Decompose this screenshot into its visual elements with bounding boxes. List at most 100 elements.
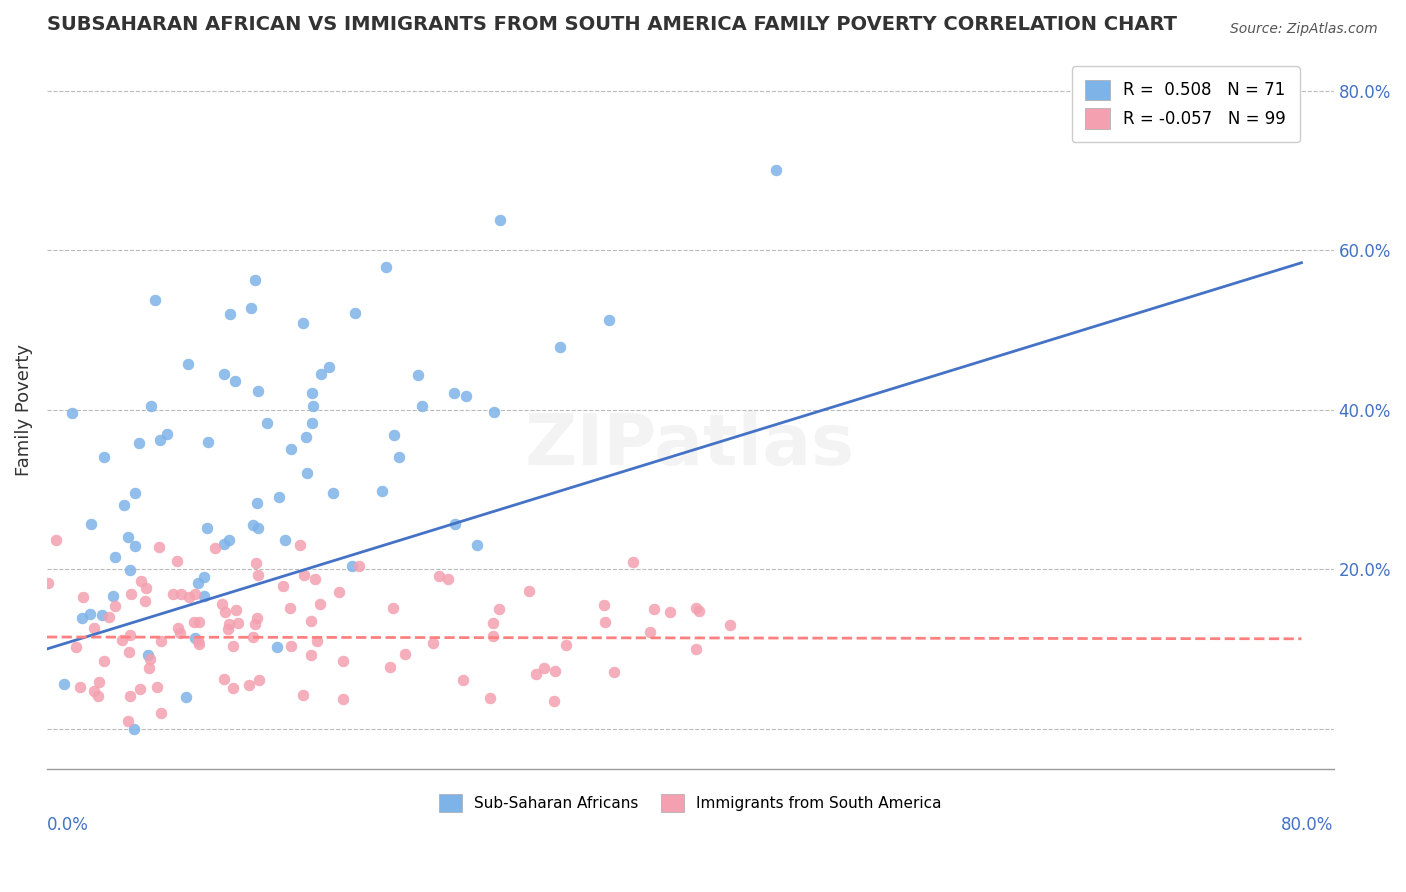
Point bbox=[688, 604, 710, 618]
Point bbox=[643, 602, 665, 616]
Point bbox=[124, 539, 146, 553]
Point bbox=[174, 690, 197, 704]
Point bbox=[218, 616, 240, 631]
Point bbox=[340, 559, 363, 574]
Point bbox=[247, 673, 270, 688]
Point bbox=[685, 601, 707, 615]
Point bbox=[478, 690, 501, 705]
Point bbox=[83, 621, 105, 635]
Point bbox=[256, 416, 278, 430]
Point bbox=[156, 426, 179, 441]
Point bbox=[554, 638, 576, 652]
Point bbox=[301, 386, 323, 401]
Point bbox=[197, 434, 219, 449]
Text: 80.0%: 80.0% bbox=[1281, 816, 1334, 834]
Point bbox=[117, 714, 139, 728]
Point bbox=[124, 486, 146, 500]
Point bbox=[437, 572, 460, 586]
Point bbox=[225, 602, 247, 616]
Point bbox=[69, 680, 91, 694]
Point bbox=[621, 555, 644, 569]
Point bbox=[176, 357, 198, 371]
Text: Source: ZipAtlas.com: Source: ZipAtlas.com bbox=[1230, 22, 1378, 37]
Point bbox=[322, 486, 344, 500]
Point bbox=[118, 628, 141, 642]
Point bbox=[112, 499, 135, 513]
Point bbox=[134, 594, 156, 608]
Point bbox=[193, 589, 215, 603]
Point bbox=[290, 538, 312, 552]
Point bbox=[240, 301, 263, 315]
Point bbox=[603, 665, 626, 679]
Point bbox=[444, 516, 467, 531]
Point bbox=[242, 517, 264, 532]
Point bbox=[427, 569, 450, 583]
Point bbox=[328, 584, 350, 599]
Point bbox=[242, 630, 264, 644]
Point bbox=[246, 496, 269, 510]
Point bbox=[193, 570, 215, 584]
Point bbox=[299, 648, 322, 662]
Point bbox=[219, 307, 242, 321]
Point bbox=[292, 567, 315, 582]
Point bbox=[375, 260, 398, 275]
Point bbox=[344, 306, 367, 320]
Point bbox=[135, 581, 157, 595]
Point bbox=[184, 631, 207, 645]
Point bbox=[593, 615, 616, 629]
Point bbox=[658, 606, 681, 620]
Point bbox=[388, 450, 411, 464]
Point bbox=[146, 681, 169, 695]
Point bbox=[382, 427, 405, 442]
Point bbox=[482, 405, 505, 419]
Point bbox=[301, 399, 323, 413]
Point bbox=[149, 434, 172, 448]
Point bbox=[382, 601, 405, 615]
Point bbox=[136, 648, 159, 662]
Point bbox=[332, 691, 354, 706]
Point bbox=[246, 611, 269, 625]
Point bbox=[169, 626, 191, 640]
Point bbox=[129, 681, 152, 696]
Point bbox=[278, 601, 301, 615]
Point bbox=[238, 678, 260, 692]
Point bbox=[211, 597, 233, 611]
Point bbox=[98, 609, 121, 624]
Point bbox=[139, 652, 162, 666]
Point bbox=[544, 664, 567, 678]
Point bbox=[212, 672, 235, 686]
Point bbox=[454, 388, 477, 402]
Point bbox=[214, 537, 236, 551]
Point bbox=[218, 533, 240, 548]
Point bbox=[488, 602, 510, 616]
Point bbox=[204, 541, 226, 556]
Point bbox=[305, 633, 328, 648]
Point bbox=[188, 615, 211, 629]
Legend: R =  0.508   N = 71, R = -0.057   N = 99: R = 0.508 N = 71, R = -0.057 N = 99 bbox=[1071, 66, 1299, 142]
Point bbox=[45, 533, 67, 547]
Point bbox=[138, 661, 160, 675]
Point bbox=[87, 690, 110, 704]
Point bbox=[294, 430, 316, 444]
Point bbox=[104, 549, 127, 564]
Point bbox=[592, 598, 614, 612]
Point bbox=[318, 360, 340, 375]
Point bbox=[266, 640, 288, 655]
Point bbox=[187, 576, 209, 591]
Point bbox=[247, 521, 270, 535]
Point bbox=[291, 688, 314, 702]
Point bbox=[269, 490, 291, 504]
Point bbox=[548, 339, 571, 353]
Point bbox=[598, 313, 620, 327]
Point bbox=[120, 690, 142, 704]
Point bbox=[148, 540, 170, 554]
Point bbox=[765, 163, 787, 178]
Point bbox=[246, 568, 269, 582]
Point bbox=[80, 516, 103, 531]
Point bbox=[222, 639, 245, 653]
Text: 0.0%: 0.0% bbox=[46, 816, 89, 834]
Point bbox=[482, 629, 505, 643]
Point bbox=[422, 636, 444, 650]
Point bbox=[150, 633, 173, 648]
Point bbox=[274, 533, 297, 547]
